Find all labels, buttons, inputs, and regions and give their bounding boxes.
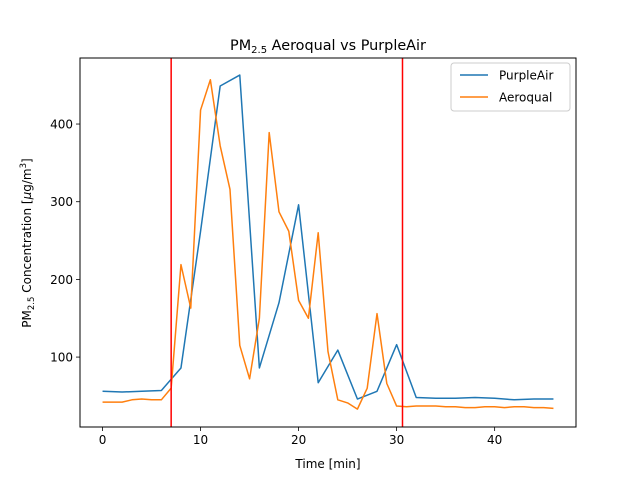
x-axis-label: Time [min] <box>294 457 360 471</box>
legend-label-aeroqual: Aeroqual <box>499 91 552 105</box>
y-tick-label: 100 <box>50 351 73 365</box>
y-tick-label: 400 <box>50 118 73 132</box>
series-line-purpleair <box>102 74 554 401</box>
x-tick-label: 40 <box>487 433 502 447</box>
legend-label-purpleair: PurpleAir <box>499 69 553 83</box>
y-axis: 100 200 300 400 <box>50 118 80 365</box>
plot-area <box>102 58 554 427</box>
series-line-aeroqual <box>102 79 554 410</box>
y-tick-label: 300 <box>50 195 73 209</box>
y-tick-label: 200 <box>50 273 73 287</box>
chart-title: PM2.5 Aeroqual vs PurpleAir <box>230 38 426 56</box>
x-tick-label: 30 <box>389 433 404 447</box>
x-tick-label: 0 <box>99 433 107 447</box>
axes-frame <box>79 57 577 428</box>
x-tick-label: 10 <box>193 433 208 447</box>
y-axis-label: PM2.5 Concentration [μg/m3] <box>19 158 37 327</box>
x-axis: 0 10 20 30 40 <box>99 427 502 447</box>
legend: PurpleAir Aeroqual <box>450 62 571 112</box>
x-tick-label: 20 <box>291 433 306 447</box>
